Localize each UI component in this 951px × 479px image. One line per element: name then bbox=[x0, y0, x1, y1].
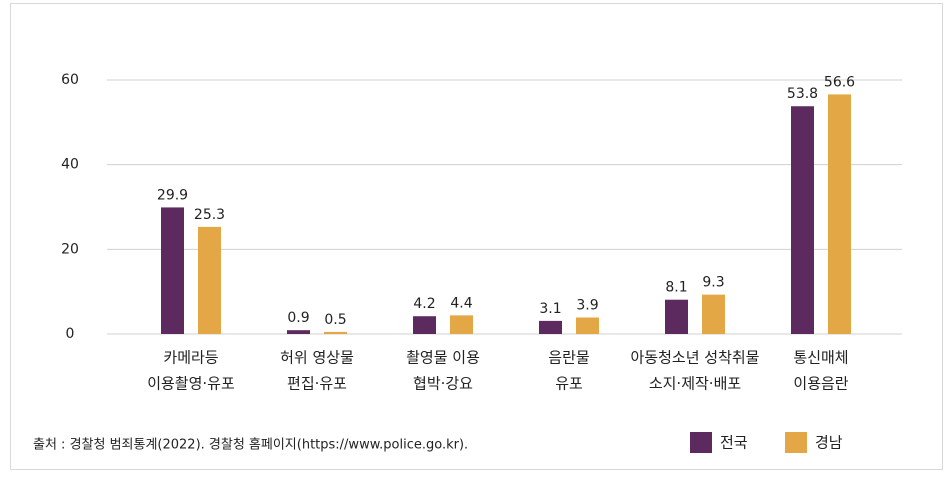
value-label: 29.9 bbox=[157, 187, 188, 203]
legend-swatch bbox=[690, 432, 712, 453]
x-tick-label: 통신매체 bbox=[793, 349, 848, 367]
value-label: 4.2 bbox=[413, 296, 435, 312]
bar bbox=[828, 94, 851, 334]
bar bbox=[287, 330, 310, 334]
x-tick-label: 음란물 bbox=[548, 349, 589, 367]
source-note: 출처 : 경찰청 범죄통계(2022). 경찰청 홈페이지(https://ww… bbox=[33, 438, 468, 453]
value-label: 4.4 bbox=[450, 295, 472, 311]
value-label: 3.1 bbox=[539, 301, 561, 317]
legend-label: 전국 bbox=[720, 434, 748, 452]
x-tick-label: 촬영물 이용 bbox=[406, 349, 480, 367]
bar bbox=[576, 317, 599, 334]
x-tick-label: 아동청소년 성착취물 bbox=[631, 349, 760, 367]
bar bbox=[161, 207, 184, 334]
bar bbox=[791, 106, 814, 334]
x-tick-label: 유포 bbox=[555, 375, 583, 393]
value-label: 0.5 bbox=[324, 312, 346, 328]
value-label: 9.3 bbox=[702, 275, 724, 291]
bar bbox=[198, 226, 221, 334]
bar bbox=[413, 316, 436, 334]
bar bbox=[665, 299, 688, 334]
y-tick-label: 20 bbox=[61, 241, 79, 257]
x-tick-label: 이용음란 bbox=[793, 375, 848, 393]
value-label: 8.1 bbox=[665, 280, 687, 296]
x-tick-label: 협박·강요 bbox=[413, 375, 473, 393]
y-tick-label: 60 bbox=[61, 72, 79, 88]
legend-label: 경남 bbox=[815, 434, 843, 452]
bar bbox=[702, 294, 725, 334]
x-tick-label: 카메라등 bbox=[163, 349, 218, 367]
legend-swatch bbox=[785, 432, 807, 453]
value-label: 0.9 bbox=[287, 310, 309, 326]
value-label: 25.3 bbox=[194, 207, 225, 223]
x-tick-label: 이용촬영·유포 bbox=[147, 375, 235, 393]
bar bbox=[539, 320, 562, 334]
bar bbox=[450, 315, 473, 334]
value-label: 53.8 bbox=[787, 86, 818, 102]
bar bbox=[324, 331, 347, 334]
x-tick-label: 편집·유포 bbox=[287, 375, 347, 393]
value-label: 56.6 bbox=[824, 74, 855, 90]
y-tick-label: 0 bbox=[66, 326, 75, 342]
value-label: 3.9 bbox=[576, 297, 598, 313]
x-tick-label: 소지·제작·배포 bbox=[649, 375, 742, 393]
y-tick-label: 40 bbox=[61, 157, 79, 173]
x-tick-label: 허위 영상물 bbox=[280, 349, 354, 367]
